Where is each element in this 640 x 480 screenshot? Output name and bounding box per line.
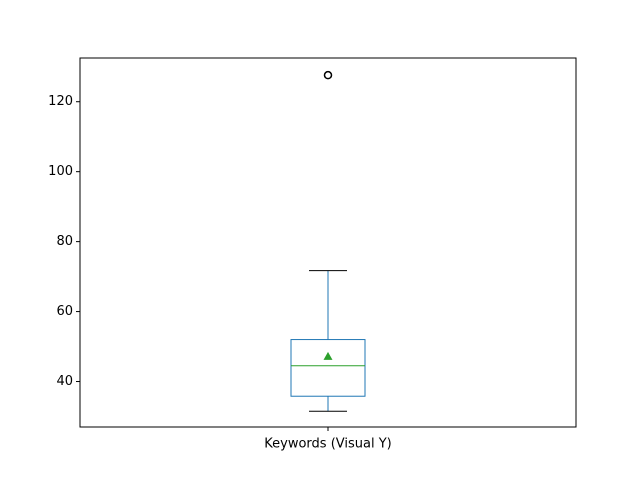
y-axis: 40 60 80 100 120	[48, 94, 80, 389]
plot-area	[79, 57, 577, 428]
outlier-point	[323, 70, 333, 80]
y-tick-label: 40	[56, 374, 73, 389]
y-tick-label: 60	[56, 304, 73, 319]
y-tick-label: 100	[48, 164, 73, 179]
y-tick-label: 120	[48, 94, 73, 109]
box-group	[290, 70, 366, 412]
x-axis: Keywords (Visual Y)	[264, 427, 392, 452]
boxes	[290, 70, 366, 412]
iqr-box	[290, 339, 366, 397]
x-tick-label: Keywords (Visual Y)	[264, 437, 391, 452]
y-tick-label: 80	[56, 234, 73, 249]
mean-marker	[323, 351, 333, 360]
